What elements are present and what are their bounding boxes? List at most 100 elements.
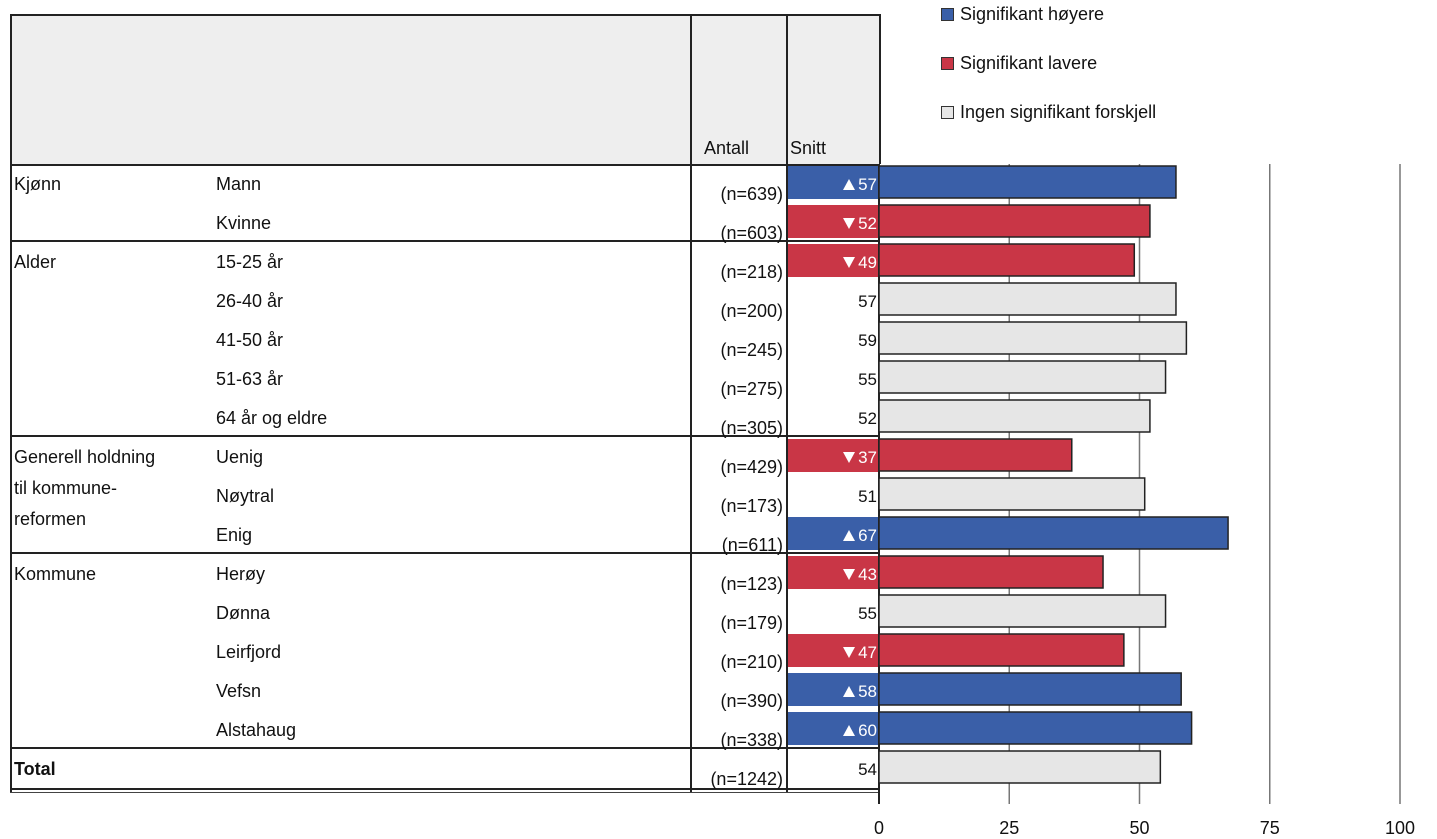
legend-label: Signifikant høyere [960,4,1105,24]
row-category-label: 26-40 år [216,291,284,311]
x-tick-label: 100 [1385,818,1415,838]
snitt-value: 57 [858,175,877,194]
header-bottom-line [10,164,879,166]
row-count: (n=338) [720,730,783,750]
row-count: (n=245) [720,340,783,360]
row-count: (n=200) [720,301,783,321]
table-left-border [10,14,12,792]
row-count: (n=429) [720,457,783,477]
row-category-label: Uenig [216,447,264,467]
x-tick-label: 50 [1129,818,1149,838]
snitt-cell: 67 [788,517,879,550]
antall-column-divider [690,14,692,792]
row-category-label: Alstahaug [216,720,297,740]
row-count: (n=275) [720,379,783,399]
triangle-down-icon [843,257,855,268]
group-divider-line [10,435,879,437]
snitt-cell: 58 [788,673,879,706]
bar [878,555,1104,589]
row-category-label: 41-50 år [216,330,284,350]
triangle-down-icon [843,452,855,463]
bar [878,399,1151,433]
snitt-value: 57 [858,292,877,311]
triangle-up-icon [843,686,855,697]
snitt-value: 55 [858,370,877,389]
row-count: (n=173) [720,496,783,516]
triangle-up-icon [843,179,855,190]
snitt-cell: 47 [788,634,879,667]
snitt-cell: 54 [788,751,879,784]
triangle-up-icon [843,530,855,541]
table-bottom-line-double [10,792,879,793]
legend-swatch [941,106,954,119]
snitt-value: 58 [858,682,877,701]
group-label: Alder [14,252,57,272]
triangle-down-icon [843,569,855,580]
snitt-cell: 57 [788,166,879,199]
snitt-cell: 37 [788,439,879,472]
group-label: Kommune [14,564,97,584]
row-count: (n=218) [720,262,783,282]
row-category-label: Mann [216,174,262,194]
snitt-cell: 55 [788,361,879,394]
snitt-cell: 52 [788,400,879,433]
snitt-value: 37 [858,448,877,467]
bar [878,438,1073,472]
bar [878,750,1162,784]
row-category-label: 15-25 år [216,252,284,272]
snitt-cell: 60 [788,712,879,745]
legend-swatch [941,57,954,70]
snitt-cell: 49 [788,244,879,277]
snitt-value: 55 [858,604,877,623]
row-count: (n=210) [720,652,783,672]
bar [878,165,1177,199]
legend-label: Ingen signifikant forskjell [960,102,1157,122]
snitt-value: 43 [858,565,877,584]
group-label: Kjønn [14,174,62,194]
group-divider-line [10,552,879,554]
snitt-value: 67 [858,526,877,545]
legend-label: Signifikant lavere [960,53,1098,73]
bar [878,282,1177,316]
table-header-background [10,14,880,164]
header-right-border [879,14,881,164]
x-tick-label: 25 [999,818,1019,838]
row-category-label: 51-63 år [216,369,284,389]
triangle-down-icon [843,647,855,658]
header-antall: Antall [704,138,750,158]
row-count: (n=179) [720,613,783,633]
group-divider-line [10,747,879,749]
snitt-value: 52 [858,214,877,233]
snitt-value: 59 [858,331,877,350]
bar [878,672,1182,706]
bar [878,360,1167,394]
triangle-down-icon [843,218,855,229]
row-count: (n=611) [721,535,783,555]
row-category-label: Nøytral [216,486,274,506]
snitt-cell: 55 [788,595,879,628]
header-snitt: Snitt [790,138,827,158]
row-category-label: Leirfjord [216,642,282,662]
snitt-value: 49 [858,253,877,272]
legend-swatch [941,8,954,21]
row-count: (n=639) [720,184,783,204]
bar [878,516,1229,550]
x-tick-label: 0 [874,818,884,838]
snitt-value: 47 [858,643,877,662]
bar [878,594,1167,628]
snitt-value: 60 [858,721,877,740]
row-count: (n=123) [720,574,783,594]
row-count: (n=305) [720,418,783,438]
snitt-cell: 59 [788,322,879,355]
row-count: (n=603) [720,223,783,243]
row-category-label: Enig [216,525,253,545]
row-count: (n=1242) [710,769,783,789]
snitt-cell: 51 [788,478,879,511]
row-category-label: 64 år og eldre [216,408,328,428]
bar [878,711,1193,745]
bar [878,243,1136,277]
bar [878,321,1188,355]
triangle-up-icon [843,725,855,736]
snitt-cell: 52 [788,205,879,238]
